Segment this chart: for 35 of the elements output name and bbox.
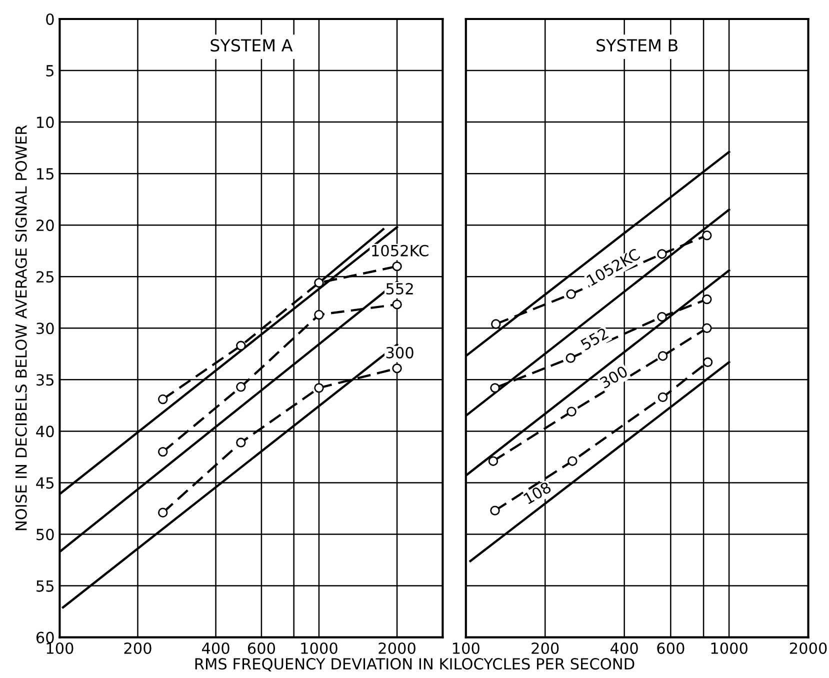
x-tick-label: 2000 xyxy=(790,642,827,654)
text: SYSTEM A xyxy=(210,39,293,52)
text: 300 xyxy=(599,365,628,389)
y-tick-label: 0 xyxy=(46,13,54,26)
y-tick-label: 10 xyxy=(37,116,54,128)
x-tick-label: 600 xyxy=(657,642,684,654)
y-tick-label: 20 xyxy=(36,220,54,232)
y-tick-label: 50 xyxy=(36,528,54,540)
series-label: 300 xyxy=(386,346,414,358)
y-tick-label: 35 xyxy=(36,374,54,386)
series-label: 552 xyxy=(386,282,413,295)
y-tick-label: 60 xyxy=(36,632,54,644)
x-tick-label: 1000 xyxy=(711,642,748,654)
y-tick-label: 30 xyxy=(36,322,54,334)
y-tick-label: 45 xyxy=(36,477,54,489)
x-tick-label: 100 xyxy=(452,642,480,654)
x-tick-label: 200 xyxy=(124,642,152,654)
x-tick-label: 2000 xyxy=(378,642,416,654)
text: 108 xyxy=(523,481,552,504)
y-tick-label: 40 xyxy=(36,426,54,438)
y-tick-label: 15 xyxy=(37,168,54,180)
y-axis-title: NOISE IN DECIBELS BELOW AVERAGE SIGNAL POWER xyxy=(15,125,27,530)
x-tick-label: 200 xyxy=(532,642,559,654)
x-tick-label: 400 xyxy=(202,642,230,654)
y-tick-label: 55 xyxy=(36,580,54,592)
y-tick-label: 5 xyxy=(46,65,54,77)
y-tick-label: 25 xyxy=(36,271,54,283)
text: SYSTEM B xyxy=(596,39,678,52)
text: 552 xyxy=(580,327,609,351)
x-tick-label: 1000 xyxy=(301,642,338,654)
x-tick-label: 400 xyxy=(610,642,638,654)
x-tick-label: 600 xyxy=(248,642,276,654)
x-axis-title: RMS FREQUENCY DEVIATION IN KILOCYCLES PER SECOND xyxy=(195,658,634,672)
x-tick-label: 100 xyxy=(46,642,74,654)
series-label: 1052KC xyxy=(372,244,428,256)
